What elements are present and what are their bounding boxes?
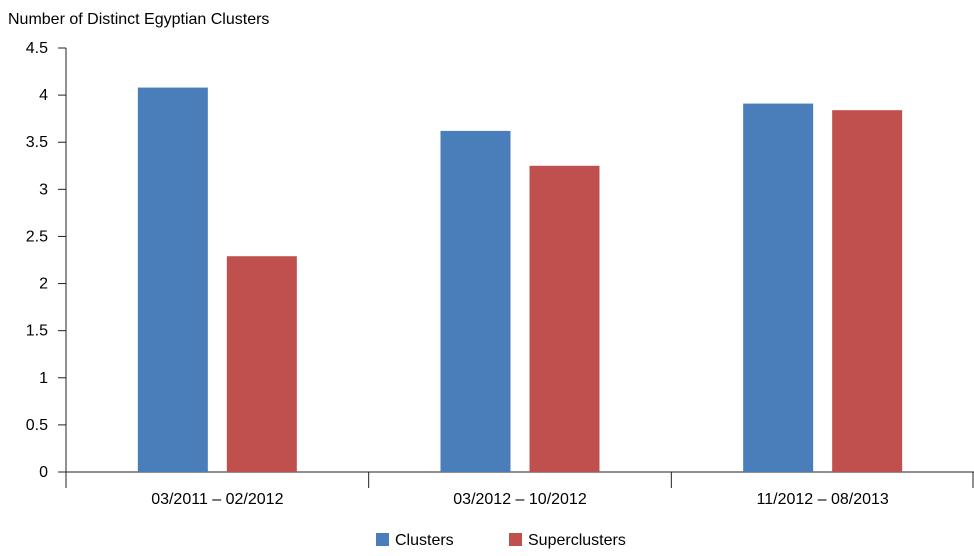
legend: Clusters Superclusters [376,532,626,549]
bar-superclusters-1 [226,256,297,472]
legend-label-superclusters: Superclusters [528,532,626,549]
legend-swatch-clusters [376,533,389,546]
bar-superclusters-3 [832,110,903,472]
bar-superclusters-2 [529,165,600,472]
bar-clusters-3 [743,103,814,472]
x-category-label: 11/2012 – 08/2013 [757,491,889,508]
x-category-label: 03/2011 – 02/2012 [151,491,283,508]
y-tick-label: 3 [39,181,48,198]
x-category-label: 03/2012 – 10/2012 [453,491,587,508]
x-axis: 03/2011 – 02/2012 03/2012 – 10/2012 11/201… [65,471,974,508]
legend-label-clusters: Clusters [395,532,454,549]
y-axis: 0 0.5 1 1.5 2 2.5 3 3.5 4 4.5 [26,40,67,481]
y-axis-label: Number of Distinct Egyptian Clusters [8,11,269,28]
legend-swatch-superclusters [509,533,522,546]
bar-clusters-1 [137,87,208,472]
y-tick-label: 1 [39,370,48,387]
y-tick-label: 4.5 [26,40,48,57]
bar-clusters-2 [440,130,511,472]
y-tick-label: 2 [39,276,48,293]
y-tick-label: 4 [39,87,48,104]
y-tick-label: 0.5 [26,417,48,434]
y-tick-label: 2.5 [26,228,48,245]
y-tick-label: 1.5 [26,323,48,340]
y-tick-label: 0 [39,464,48,481]
y-tick-label: 3.5 [26,134,48,151]
bars [137,87,903,472]
